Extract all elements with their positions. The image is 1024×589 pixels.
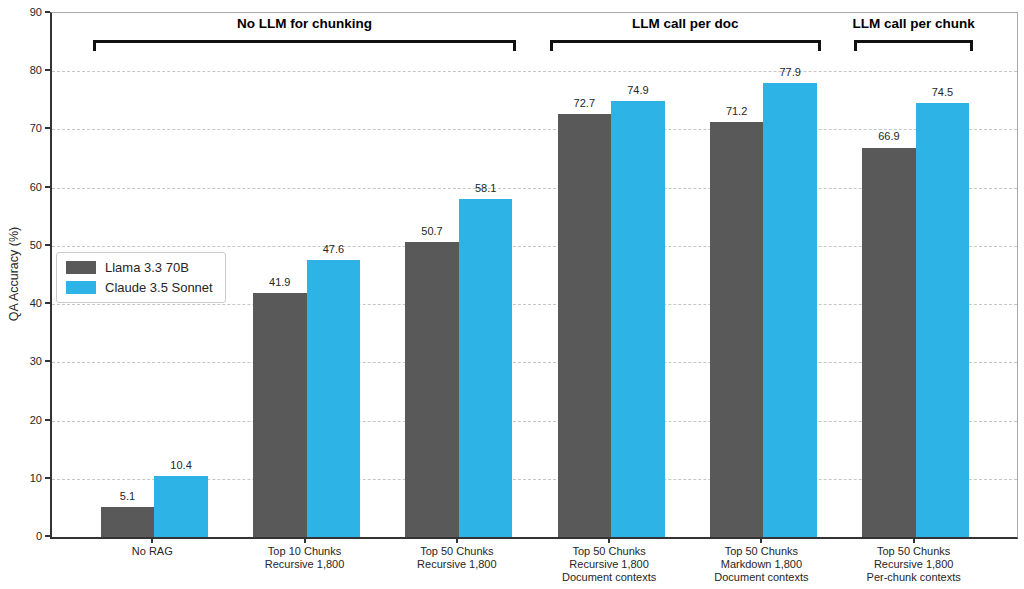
value-label: 71.2 bbox=[702, 105, 772, 117]
y-tick-label: 80 bbox=[8, 64, 42, 76]
x-tick bbox=[608, 538, 610, 543]
category-label-line: Document contexts bbox=[681, 571, 841, 584]
x-tick bbox=[304, 538, 306, 543]
y-tick-label: 0 bbox=[8, 530, 42, 542]
value-label: 10.4 bbox=[146, 459, 216, 471]
bar-llama-3-3-70b-group3 bbox=[558, 114, 612, 537]
y-tick bbox=[45, 419, 50, 421]
value-label: 72.7 bbox=[549, 97, 619, 109]
bar-llama-3-3-70b-group2 bbox=[405, 242, 459, 537]
y-tick bbox=[45, 186, 50, 188]
y-tick bbox=[45, 244, 50, 246]
category-label-0: No RAG bbox=[72, 545, 232, 558]
value-label: 66.9 bbox=[854, 130, 924, 142]
bar-claude-3-5-sonnet-group3 bbox=[611, 101, 665, 537]
category-label-line: Recursive 1,800 bbox=[529, 558, 689, 571]
category-label-line: Recursive 1,800 bbox=[225, 558, 385, 571]
value-label: 77.9 bbox=[755, 66, 825, 78]
y-tick bbox=[45, 127, 50, 129]
section-title-1: LLM call per doc bbox=[632, 16, 739, 31]
value-label: 50.7 bbox=[397, 225, 467, 237]
y-tick-label: 50 bbox=[8, 239, 42, 251]
category-label-1: Top 10 ChunksRecursive 1,800 bbox=[225, 545, 385, 571]
section-title-2: LLM call per chunk bbox=[853, 16, 975, 31]
bar-llama-3-3-70b-group5 bbox=[862, 148, 916, 538]
category-label-line: No RAG bbox=[72, 545, 232, 558]
legend-swatch-llama-3-3-70b bbox=[66, 261, 96, 274]
y-tick bbox=[45, 69, 50, 71]
y-tick bbox=[45, 302, 50, 304]
x-tick bbox=[151, 538, 153, 543]
value-label: 47.6 bbox=[298, 243, 368, 255]
bar-chart-figure: QA Accuracy (%) 5.141.950.772.771.266.91… bbox=[0, 0, 1024, 589]
bar-llama-3-3-70b-group1 bbox=[253, 293, 307, 537]
category-label-line: Document contexts bbox=[529, 571, 689, 584]
value-label: 58.1 bbox=[451, 182, 521, 194]
legend-row: Llama 3.3 70B bbox=[66, 260, 213, 275]
legend: Llama 3.3 70B Claude 3.5 Sonnet bbox=[56, 252, 226, 303]
bar-claude-3-5-sonnet-group1 bbox=[307, 260, 361, 537]
category-label-4: Top 50 ChunksMarkdown 1,800Document cont… bbox=[681, 545, 841, 584]
x-tick bbox=[913, 538, 915, 543]
bar-claude-3-5-sonnet-group4 bbox=[763, 83, 817, 537]
section-title-0: No LLM for chunking bbox=[237, 16, 372, 31]
category-label-line: Recursive 1,800 bbox=[834, 558, 994, 571]
value-label: 74.9 bbox=[603, 84, 673, 96]
bar-claude-3-5-sonnet-group2 bbox=[459, 199, 513, 537]
category-label-line: Top 50 Chunks bbox=[529, 545, 689, 558]
category-label-line: Recursive 1,800 bbox=[377, 558, 537, 571]
section-bracket-2 bbox=[854, 40, 973, 51]
bar-claude-3-5-sonnet-group5 bbox=[916, 103, 970, 537]
legend-label: Claude 3.5 Sonnet bbox=[105, 280, 213, 295]
legend-label: Llama 3.3 70B bbox=[105, 260, 189, 275]
bar-llama-3-3-70b-group4 bbox=[710, 122, 764, 537]
y-tick-label: 90 bbox=[8, 6, 42, 18]
y-tick bbox=[45, 477, 50, 479]
category-label-line: Top 10 Chunks bbox=[225, 545, 385, 558]
value-label: 74.5 bbox=[907, 86, 977, 98]
section-bracket-1 bbox=[550, 40, 821, 51]
x-tick bbox=[456, 538, 458, 543]
y-tick bbox=[45, 360, 50, 362]
category-label-line: Markdown 1,800 bbox=[681, 558, 841, 571]
category-label-5: Top 50 ChunksRecursive 1,800Per-chunk co… bbox=[834, 545, 994, 584]
gridline-80 bbox=[52, 71, 1017, 72]
value-label: 41.9 bbox=[245, 276, 315, 288]
y-tick-label: 70 bbox=[8, 122, 42, 134]
y-tick bbox=[45, 11, 50, 13]
category-label-line: Per-chunk contexts bbox=[834, 571, 994, 584]
category-label-2: Top 50 ChunksRecursive 1,800 bbox=[377, 545, 537, 571]
bar-claude-3-5-sonnet-group0 bbox=[154, 476, 208, 537]
x-tick bbox=[760, 538, 762, 543]
y-tick-label: 10 bbox=[8, 472, 42, 484]
y-tick-label: 30 bbox=[8, 355, 42, 367]
section-bracket-0 bbox=[93, 40, 517, 51]
y-tick bbox=[45, 535, 50, 537]
y-tick-label: 40 bbox=[8, 297, 42, 309]
category-label-line: Top 50 Chunks bbox=[377, 545, 537, 558]
legend-swatch-claude-3-5-sonnet bbox=[66, 281, 96, 294]
bar-llama-3-3-70b-group0 bbox=[101, 507, 155, 537]
y-tick-label: 60 bbox=[8, 181, 42, 193]
y-tick-label: 20 bbox=[8, 414, 42, 426]
value-label: 5.1 bbox=[92, 490, 162, 502]
legend-row: Claude 3.5 Sonnet bbox=[66, 280, 213, 295]
category-label-3: Top 50 ChunksRecursive 1,800Document con… bbox=[529, 545, 689, 584]
category-label-line: Top 50 Chunks bbox=[834, 545, 994, 558]
category-label-line: Top 50 Chunks bbox=[681, 545, 841, 558]
